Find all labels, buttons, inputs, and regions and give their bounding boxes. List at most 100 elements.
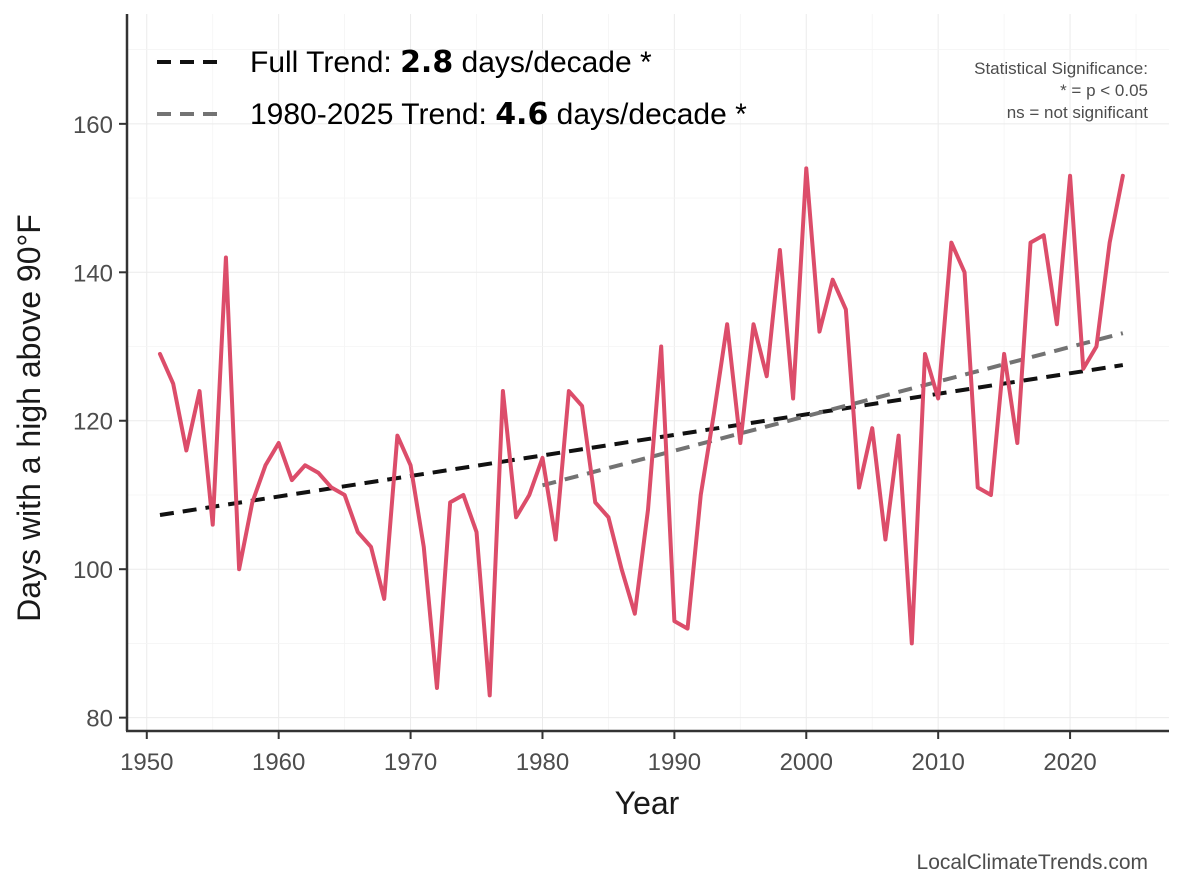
data-point-2011 [949,241,953,245]
legend-prefix-recent-trend: 1980-2025 Trend: [250,98,495,131]
data-point-2010 [936,396,940,400]
x-axis-title: Year [615,785,680,821]
series-line-days-above-90 [157,166,1125,698]
data-point-1965 [343,493,347,497]
data-point-1966 [356,530,360,534]
significance-note-threshold: * = p < 0.05 [1060,81,1148,100]
data-point-2017 [1029,241,1033,245]
data-point-1989 [659,345,663,349]
data-point-1952 [171,382,175,386]
data-point-1976 [488,693,492,697]
data-point-1958 [250,500,254,504]
trend-line-full [159,363,1124,517]
y-tick-label-160: 160 [73,112,113,139]
data-point-1959 [263,463,267,467]
data-point-2001 [817,330,821,334]
data-point-2012 [963,270,967,274]
data-point-1984 [593,500,597,504]
data-point-1954 [198,389,202,393]
data-point-2016 [1015,441,1019,445]
data-point-2014 [989,493,993,497]
data-point-2000 [804,166,808,170]
data-point-1970 [409,463,413,467]
data-point-2021 [1081,367,1085,371]
data-point-1956 [224,255,228,259]
data-point-2018 [1042,233,1046,237]
data-point-1982 [567,389,571,393]
significance-note-ns: ns = not significant [1007,103,1149,122]
data-point-1978 [514,515,518,519]
data-point-1991 [686,627,690,631]
data-point-2015 [1002,352,1006,356]
data-point-1980 [540,456,544,460]
data-point-1993 [712,411,716,415]
data-point-1951 [158,352,162,356]
trend-lines [159,331,1124,517]
data-point-2019 [1055,322,1059,326]
site-credit: LocalClimateTrends.com [917,851,1148,874]
data-point-1974 [461,493,465,497]
x-tick-label-1950: 1950 [120,749,173,776]
legend: Full Trend: 2.8 days/decade * 1980-2025 … [157,45,747,132]
data-point-1964 [329,486,333,490]
data-point-1968 [382,597,386,601]
y-axis-title: Days with a high above 90°F [11,214,47,622]
x-tick-label-1960: 1960 [252,749,305,776]
data-point-1994 [725,322,729,326]
legend-value-full-trend: 2.8 [400,45,453,80]
data-point-1986 [620,567,624,571]
data-point-1955 [211,523,215,527]
x-tick-label-1990: 1990 [648,749,701,776]
legend-value-recent-trend: 4.6 [495,97,548,132]
data-point-1987 [633,612,637,616]
data-point-1979 [527,493,531,497]
data-point-1977 [501,389,505,393]
x-tick-label-1980: 1980 [516,749,569,776]
data-point-2004 [857,486,861,490]
data-point-1960 [277,441,281,445]
axes [125,14,1169,733]
data-point-1963 [316,471,320,475]
x-tick-label-2000: 2000 [780,749,833,776]
series-lines [157,166,1125,698]
data-point-1971 [422,545,426,549]
data-point-1999 [791,396,795,400]
data-point-1985 [606,515,610,519]
data-point-1995 [738,441,742,445]
y-tick-label-120: 120 [73,409,113,436]
y-tick-label-80: 80 [86,706,113,733]
legend-suffix-recent-trend: days/decade * [548,98,747,131]
x-tick-label-1970: 1970 [384,749,437,776]
data-point-1992 [699,493,703,497]
legend-label-recent-trend: 1980-2025 Trend: 4.6 days/decade * [250,97,747,132]
legend-label-full-trend: Full Trend: 2.8 days/decade * [250,45,652,80]
data-point-2002 [831,278,835,282]
data-point-2022 [1094,345,1098,349]
legend-prefix-full-trend: Full Trend: [250,46,400,79]
data-point-1962 [303,463,307,467]
data-point-1969 [395,434,399,438]
data-point-1996 [752,322,756,326]
x-tick-label-2010: 2010 [911,749,964,776]
data-point-2006 [883,538,887,542]
data-point-1953 [184,448,188,452]
legend-suffix-full-trend: days/decade * [453,46,652,79]
significance-note: Statistical Significance: * = p < 0.05 n… [974,59,1148,122]
data-point-2008 [910,641,914,645]
trend-line-1980-2025 [541,331,1124,488]
data-point-1961 [290,478,294,482]
data-point-1972 [435,686,439,690]
data-point-2003 [844,307,848,311]
data-point-2007 [897,434,901,438]
data-point-1975 [475,530,479,534]
data-point-1997 [765,374,769,378]
data-point-1990 [672,619,676,623]
data-point-2024 [1121,174,1125,178]
data-point-1981 [554,538,558,542]
data-point-2023 [1108,241,1112,245]
data-point-2005 [870,426,874,430]
data-point-2013 [976,486,980,490]
data-point-2020 [1068,174,1072,178]
y-tick-label-100: 100 [73,557,113,584]
